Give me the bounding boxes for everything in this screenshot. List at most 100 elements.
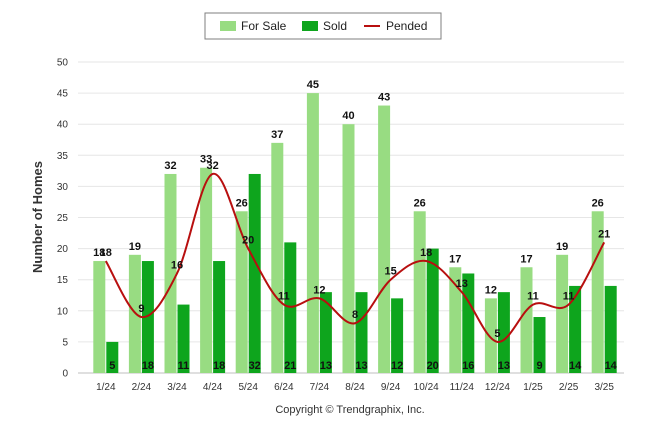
- legend-swatch-sold: [302, 21, 318, 31]
- data-label-pended-8-24: 8: [352, 309, 358, 321]
- y-tick-label-30: 30: [57, 182, 69, 193]
- bar-for-sale-3-24: [164, 173, 177, 373]
- bar-sold-3-25: [604, 285, 617, 373]
- legend-label-for-sale: For Sale: [241, 19, 287, 33]
- x-tick-label-7-24: 7/24: [310, 382, 330, 393]
- data-label-pended-9-24: 15: [384, 266, 396, 278]
- data-label-for-sale-10-24: 26: [414, 197, 426, 209]
- bar-for-sale-2-25: [556, 254, 569, 373]
- x-tick-label-10-24: 10/24: [414, 382, 439, 393]
- data-label-pended-4-24: 32: [206, 160, 218, 172]
- x-tick-label-9-24: 9/24: [381, 382, 401, 393]
- legend-swatch-for-sale: [220, 21, 236, 31]
- data-label-pended-10-24: 18: [420, 247, 432, 259]
- bar-for-sale-7-24: [306, 93, 319, 373]
- data-label-sold-1-24: 5: [109, 360, 115, 372]
- data-label-for-sale-12-24: 12: [485, 284, 497, 296]
- bar-for-sale-10-24: [413, 211, 426, 373]
- data-label-sold-3-25: 14: [605, 360, 618, 372]
- y-tick-label-25: 25: [57, 213, 69, 224]
- bar-for-sale-3-25: [591, 211, 604, 373]
- x-tick-label-6-24: 6/24: [274, 382, 294, 393]
- y-tick-label-10: 10: [57, 306, 69, 317]
- data-label-pended-1-24: 18: [100, 247, 112, 259]
- x-tick-label-3-24: 3/24: [167, 382, 187, 393]
- data-label-for-sale-2-25: 19: [556, 241, 568, 253]
- legend-label-sold: Sold: [323, 19, 347, 33]
- x-tick-label-1-24: 1/24: [96, 382, 116, 393]
- data-label-for-sale-2-24: 19: [129, 241, 141, 253]
- data-label-for-sale-7-24: 45: [307, 79, 319, 91]
- x-tick-label-3-25: 3/25: [594, 382, 614, 393]
- data-label-pended-1-25: 11: [527, 291, 539, 303]
- legend-box: [204, 12, 442, 40]
- x-tick-label-4-24: 4/24: [203, 382, 223, 393]
- data-label-for-sale-5-24: 26: [236, 197, 248, 209]
- data-label-sold-4-24: 18: [213, 360, 225, 372]
- data-label-for-sale-1-24: 18: [93, 247, 105, 259]
- y-tick-label-40: 40: [57, 120, 69, 131]
- data-label-sold-5-24: 32: [249, 360, 261, 372]
- bar-sold-2-25: [569, 285, 582, 373]
- axis-layer: 0 5 10 15 20 25 30 35 40 45 50 1/24 2/24 3/24 4/24 5/24…: [57, 58, 614, 394]
- x-tick-label-1-25: 1/25: [523, 382, 543, 393]
- data-label-sold-8-24: 13: [355, 360, 367, 372]
- legend: For Sale Sold Pended: [204, 12, 442, 40]
- bar-sold-3-24: [177, 304, 190, 373]
- bar-sold-7-24: [319, 292, 332, 373]
- data-label-sold-1-25: 9: [536, 360, 542, 372]
- x-tick-label-11-24: 11/24: [450, 382, 475, 393]
- bars-layer: [93, 93, 617, 373]
- data-label-pended-2-24: 9: [138, 303, 144, 315]
- data-label-for-sale-11-24: 17: [449, 253, 461, 265]
- bar-for-sale-12-24: [484, 298, 497, 373]
- bar-for-sale-6-24: [271, 142, 284, 373]
- data-label-sold-11-24: 16: [462, 360, 474, 372]
- bar-for-sale-11-24: [449, 267, 462, 373]
- data-label-pended-3-25: 21: [598, 228, 610, 240]
- pended-line: [104, 172, 606, 343]
- bar-sold-12-24: [497, 292, 510, 373]
- bar-for-sale-4-24: [200, 167, 213, 373]
- x-tick-label-2-24: 2/24: [132, 382, 152, 393]
- bar-sold-10-24: [426, 248, 439, 373]
- bar-for-sale-5-24: [235, 211, 248, 373]
- bar-sold-2-24: [141, 261, 154, 373]
- data-label-pended-2-25: 11: [563, 291, 575, 303]
- bar-sold-9-24: [391, 298, 404, 373]
- data-label-sold-3-24: 11: [178, 360, 190, 372]
- data-label-for-sale-1-25: 17: [520, 253, 532, 265]
- data-label-for-sale-8-24: 40: [342, 110, 354, 122]
- y-tick-label-45: 45: [57, 89, 69, 100]
- x-tick-label-8-24: 8/24: [345, 382, 365, 393]
- data-label-for-sale-3-24: 32: [164, 160, 176, 172]
- y-tick-label-20: 20: [57, 244, 69, 255]
- legend-label-pended: Pended: [386, 19, 427, 33]
- bar-for-sale-8-24: [342, 124, 355, 373]
- x-tick-label-12-24: 12/24: [485, 382, 510, 393]
- data-label-pended-12-24: 5: [494, 328, 500, 340]
- data-label-pended-3-24: 16: [171, 259, 183, 271]
- bar-for-sale-1-25: [520, 267, 533, 373]
- data-label-sold-2-25: 14: [569, 360, 582, 372]
- data-label-sold-10-24: 20: [427, 360, 439, 372]
- data-label-sold-6-24: 21: [284, 360, 296, 372]
- data-label-for-sale-4-24: 33: [200, 154, 212, 166]
- y-tick-label-35: 35: [57, 151, 69, 162]
- bar-sold-1-24: [106, 341, 119, 373]
- bar-for-sale-9-24: [378, 105, 391, 373]
- data-label-for-sale-3-25: 26: [592, 197, 604, 209]
- data-label-for-sale-9-24: 43: [378, 92, 390, 104]
- data-label-sold-12-24: 13: [498, 360, 510, 372]
- data-label-pended-7-24: 12: [313, 284, 325, 296]
- x-tick-label-2-25: 2/25: [559, 382, 579, 393]
- y-tick-label-50: 50: [57, 58, 69, 69]
- data-label-sold-9-24: 12: [391, 360, 403, 372]
- bar-sold-8-24: [355, 292, 368, 373]
- labels-layer: 18 5 19 18 32 11 33 18 26 32 37 21 45 13 40 13 43 12 26 20 1…: [93, 79, 618, 372]
- data-label-pended-6-24: 11: [278, 291, 290, 303]
- x-tick-label-5-24: 5/24: [238, 382, 258, 393]
- bar-for-sale-1-24: [93, 261, 106, 373]
